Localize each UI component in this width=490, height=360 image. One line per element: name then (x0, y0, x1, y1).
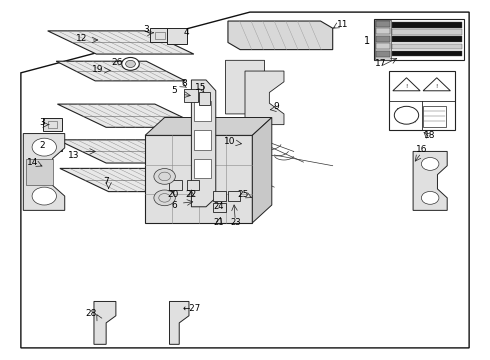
Polygon shape (57, 140, 203, 163)
Bar (187, 180, 199, 190)
Bar (150, 28, 170, 42)
Bar (375, 28, 390, 34)
Circle shape (122, 58, 139, 70)
Bar (213, 191, 225, 202)
Bar (375, 21, 390, 27)
Polygon shape (57, 104, 203, 127)
Bar (392, 22, 462, 28)
Bar (43, 141, 62, 152)
Text: 12: 12 (76, 35, 88, 44)
Bar (194, 102, 211, 121)
Text: 28: 28 (86, 310, 97, 319)
Bar (48, 121, 57, 128)
Text: 9: 9 (274, 102, 279, 111)
Bar (249, 197, 255, 202)
Circle shape (154, 168, 175, 184)
Polygon shape (192, 80, 216, 207)
Text: 10: 10 (223, 137, 235, 146)
Bar (423, 107, 446, 127)
Text: 20: 20 (167, 190, 178, 199)
Bar (375, 20, 391, 60)
Polygon shape (21, 12, 469, 348)
Text: 23: 23 (230, 219, 241, 228)
Text: 19: 19 (92, 65, 103, 74)
Text: 8: 8 (181, 79, 187, 88)
Circle shape (421, 192, 439, 204)
Bar (375, 51, 390, 57)
Text: 22: 22 (186, 190, 197, 199)
Text: 26: 26 (111, 58, 122, 67)
Bar (43, 118, 62, 131)
Bar (155, 32, 165, 39)
Circle shape (32, 187, 56, 205)
Bar (26, 158, 52, 185)
Bar (375, 36, 390, 42)
Circle shape (154, 190, 175, 206)
Polygon shape (393, 78, 420, 91)
Polygon shape (228, 21, 333, 50)
Circle shape (32, 138, 56, 156)
Text: 11: 11 (337, 20, 348, 29)
Polygon shape (413, 152, 447, 210)
Bar (199, 93, 210, 105)
Text: 24: 24 (213, 202, 223, 211)
Polygon shape (170, 301, 189, 344)
Text: 17: 17 (375, 59, 386, 68)
Bar (392, 44, 462, 49)
Text: 21: 21 (213, 219, 223, 228)
Text: 16: 16 (416, 145, 428, 154)
Bar (184, 89, 198, 103)
Polygon shape (145, 117, 272, 135)
Text: 1: 1 (364, 36, 370, 46)
Bar (375, 43, 390, 49)
Text: 25: 25 (237, 190, 248, 199)
Text: 2: 2 (39, 141, 45, 150)
Circle shape (421, 157, 439, 170)
Bar (389, 71, 455, 130)
Bar (392, 36, 462, 42)
Bar (247, 196, 260, 204)
Bar (48, 143, 57, 149)
Text: ←27: ←27 (182, 304, 200, 313)
Circle shape (394, 106, 418, 124)
Polygon shape (60, 168, 206, 192)
Text: 4: 4 (184, 28, 189, 37)
Bar (194, 130, 211, 150)
Bar (194, 158, 211, 178)
Bar (392, 29, 462, 35)
Text: 6: 6 (172, 201, 177, 210)
Polygon shape (24, 134, 65, 210)
Text: 3: 3 (143, 26, 149, 35)
Circle shape (125, 60, 135, 67)
Text: !: ! (436, 84, 438, 89)
Text: 18: 18 (424, 131, 436, 140)
Text: !: ! (405, 84, 408, 89)
Bar (170, 180, 182, 190)
Bar (228, 191, 240, 202)
Bar (213, 203, 225, 212)
Bar (374, 19, 464, 60)
Polygon shape (94, 301, 116, 344)
Polygon shape (145, 135, 252, 223)
Polygon shape (48, 31, 194, 54)
Polygon shape (225, 60, 265, 114)
Text: 5: 5 (172, 86, 177, 95)
Text: 15: 15 (196, 83, 207, 92)
Bar (392, 51, 462, 57)
Text: 14: 14 (27, 158, 39, 167)
Polygon shape (56, 61, 185, 81)
Polygon shape (245, 71, 284, 125)
Polygon shape (423, 78, 450, 91)
Polygon shape (252, 117, 272, 223)
Text: 7: 7 (103, 177, 109, 186)
Text: 13: 13 (68, 151, 79, 160)
Bar (167, 28, 187, 44)
Text: 3: 3 (39, 118, 45, 127)
